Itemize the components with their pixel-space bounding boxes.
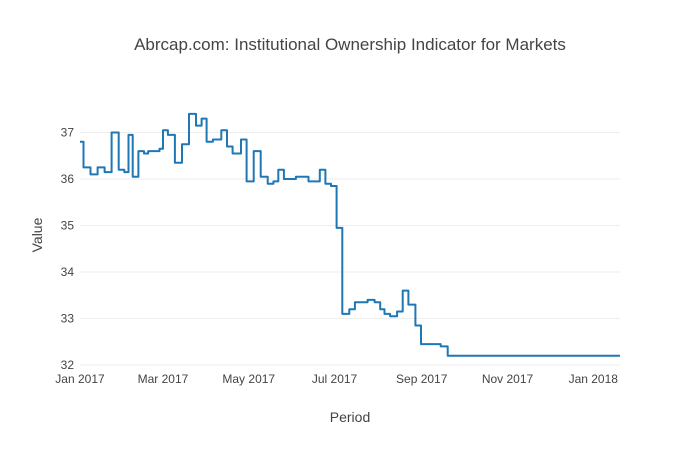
x-tick-label: Sep 2017 bbox=[396, 372, 448, 386]
x-tick-label: May 2017 bbox=[222, 372, 275, 386]
x-tick-label: Jan 2017 bbox=[55, 372, 105, 386]
chart-title: Abrcap.com: Institutional Ownership Indi… bbox=[134, 35, 566, 54]
y-tick-label: 35 bbox=[61, 219, 75, 233]
y-axis-title: Value bbox=[29, 217, 45, 252]
series-line bbox=[80, 112, 620, 357]
x-tick-label: Jan 2018 bbox=[569, 372, 619, 386]
y-tick-label: 33 bbox=[61, 312, 75, 326]
y-axis-ticks: 32 33 34 35 36 37 bbox=[61, 126, 75, 372]
y-tick-label: 34 bbox=[61, 265, 75, 279]
x-tick-label: Jul 2017 bbox=[312, 372, 358, 386]
x-tick-label: Mar 2017 bbox=[138, 372, 189, 386]
grid-lines bbox=[80, 132, 620, 366]
x-axis-ticks: Jan 2017 Mar 2017 May 2017 Jul 2017 Sep 2017… bbox=[55, 372, 618, 386]
x-tick-label: Nov 2017 bbox=[482, 372, 534, 386]
y-tick-label: 37 bbox=[61, 126, 75, 140]
x-axis-title: Period bbox=[330, 409, 370, 425]
y-tick-label: 32 bbox=[61, 358, 75, 372]
y-tick-label: 36 bbox=[61, 172, 75, 186]
